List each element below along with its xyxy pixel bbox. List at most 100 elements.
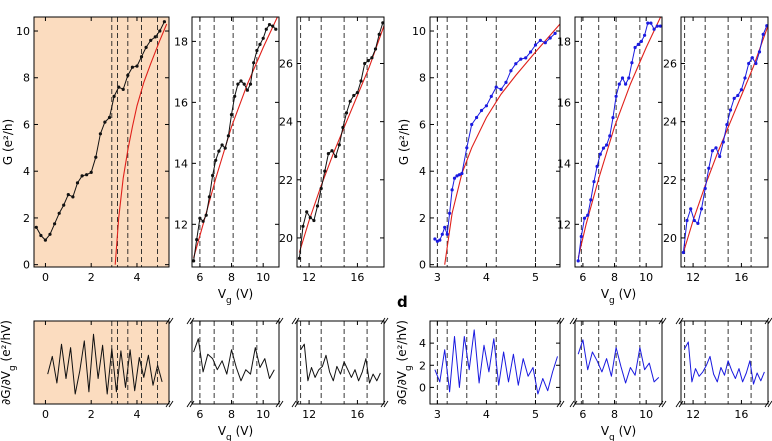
x-tick-label-0: 0 <box>42 408 49 421</box>
data-point-19 <box>499 87 503 91</box>
data-point-1 <box>579 234 583 239</box>
data-point-2 <box>689 207 693 211</box>
data-series <box>577 22 661 261</box>
data-point-17 <box>245 88 249 92</box>
data-point-12 <box>465 146 469 150</box>
y-tick-label-1: 14 <box>174 157 188 170</box>
axis-break-left-0 <box>186 317 195 325</box>
x-tick-label-1: 8 <box>611 271 618 284</box>
data-point-25 <box>655 24 659 28</box>
data-point-16 <box>107 115 112 120</box>
data-point-14 <box>236 82 240 86</box>
data-series <box>193 338 275 382</box>
data-point-23 <box>765 24 768 28</box>
data-layer <box>47 333 163 395</box>
x-tick-label-1: 16 <box>350 271 364 284</box>
data-series <box>684 341 765 385</box>
x-tick-label-1: 8 <box>228 271 235 284</box>
axes-frame <box>296 320 385 405</box>
data-point-7 <box>707 166 711 170</box>
x-tick-label-0: 6 <box>579 271 586 284</box>
data-point-10 <box>80 174 84 178</box>
x-tick-label-0: 6 <box>196 271 203 284</box>
data-point-0 <box>192 259 196 263</box>
data-point-20 <box>126 73 130 77</box>
axis-break-left-0 <box>675 317 684 325</box>
data-point-13 <box>617 82 621 86</box>
data-layer <box>434 329 558 395</box>
data-point-6 <box>448 211 452 215</box>
fit-curve <box>114 23 168 265</box>
data-point-14 <box>475 115 479 120</box>
data-point-19 <box>636 42 640 47</box>
panel-d_black_1: 0 2 4 ∂G/∂Vg (e²/hV) <box>0 317 174 421</box>
y-axis-label: G (e²/h) <box>397 119 411 165</box>
data-point-23 <box>264 27 268 31</box>
y-tick-label-0: 0 <box>419 381 426 394</box>
panel-g_black_2: 6 8 10 12 14 16 18 Vg (V) <box>174 16 280 306</box>
data-point-10 <box>718 154 722 159</box>
data-point-3 <box>586 213 590 217</box>
axis-break-right-0 <box>275 317 284 325</box>
y-tick-label-1: 2 <box>419 212 426 225</box>
data-point-4 <box>696 221 700 225</box>
data-point-26 <box>274 27 278 31</box>
axis-break-left-1 <box>291 400 300 408</box>
axis-break-left-1 <box>186 400 195 408</box>
y-axis-label: ∂G/∂Vg (e²/hV) <box>0 320 18 405</box>
data-point-13 <box>470 122 474 127</box>
data-series <box>193 24 277 261</box>
data-point-8 <box>452 176 457 180</box>
data-point-0 <box>576 259 580 263</box>
data-point-15 <box>239 79 243 83</box>
data-point-1 <box>435 239 439 243</box>
fit-curve <box>444 23 560 265</box>
data-point-14 <box>348 99 352 103</box>
data-point-4 <box>589 198 593 202</box>
axes-frame <box>33 320 170 405</box>
data-point-19 <box>121 87 125 91</box>
x-tick-label-1: 4 <box>483 271 490 284</box>
data-point-12 <box>614 94 618 98</box>
axes-frame <box>429 16 561 268</box>
data-point-17 <box>489 94 493 98</box>
y-tick-label-0: 0 <box>23 259 30 272</box>
data-point-27 <box>538 38 543 43</box>
data-point-15 <box>103 120 107 124</box>
data-point-19 <box>750 56 754 60</box>
data-point-25 <box>271 24 275 28</box>
fit-curve <box>298 25 384 253</box>
data-point-23 <box>139 55 144 59</box>
data-point-13 <box>233 94 237 98</box>
data-layer <box>297 21 384 260</box>
y-axis-label: G (e²/h) <box>1 119 15 165</box>
shaded-region <box>34 321 169 404</box>
axis-break-right-1 <box>764 400 772 408</box>
data-point-3 <box>48 232 52 236</box>
x-axis-label: Vg (V) <box>218 287 253 306</box>
y-tick-label-2: 4 <box>419 165 426 178</box>
axis-break-left-1 <box>569 400 578 408</box>
panel-d_blue_3: 12 16 <box>675 317 772 421</box>
x-tick-label-1: 2 <box>88 408 95 421</box>
data-point-23 <box>649 21 653 25</box>
axis-break-right-0 <box>165 317 174 325</box>
panel-g_black_1: 0 2 4 0 2 4 6 8 10 G (e²/h) <box>1 16 170 284</box>
axes-frame <box>429 320 561 405</box>
data-point-11 <box>85 173 89 177</box>
y-tick-label-3: 6 <box>23 118 30 131</box>
data-point-8 <box>326 152 330 156</box>
x-tick-label-0: 12 <box>686 271 700 284</box>
x-tick-label-2: 4 <box>133 408 140 421</box>
data-point-5 <box>699 207 704 211</box>
data-point-19 <box>252 61 256 65</box>
y-tick-label-2: 4 <box>23 165 30 178</box>
data-point-16 <box>739 88 744 92</box>
axes-frame <box>680 16 769 268</box>
data-point-13 <box>344 111 349 115</box>
axes-frame <box>680 320 769 405</box>
y-tick-label-3: 18 <box>557 35 571 48</box>
y-tick-label-1: 22 <box>279 174 293 187</box>
